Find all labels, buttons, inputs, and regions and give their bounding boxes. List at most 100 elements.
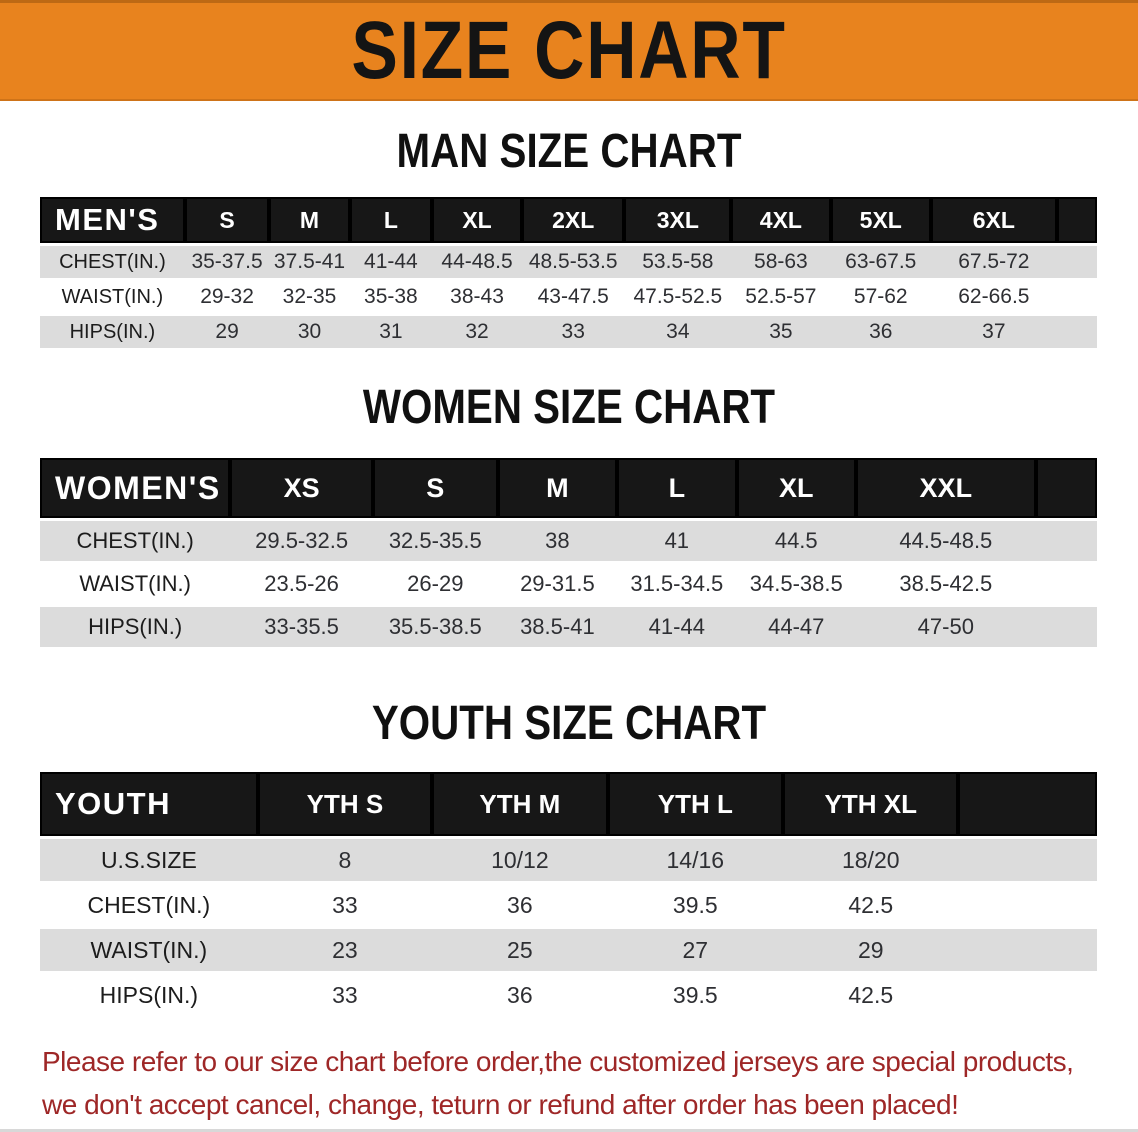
- measure-row-label: HIPS(IN.): [40, 313, 185, 348]
- measure-value-cell: 8: [257, 836, 433, 881]
- size-column-header: S: [372, 458, 498, 518]
- measure-row: HIPS(IN.) 33-35.5 35.5-38.5 38.5-41 41-44 44-…: [40, 604, 1097, 647]
- measure-value-cell: 23: [257, 926, 433, 971]
- measure-value-cell: 29.5-32.5: [230, 518, 373, 561]
- measure-value-cell: 62-66.5: [930, 278, 1057, 313]
- row-trailer: [1035, 604, 1097, 647]
- header-row: YOUTH YTH S YTH M YTH L YTH XL: [40, 772, 1097, 836]
- row-trailer: [1056, 313, 1097, 348]
- measure-value-cell: 37: [930, 313, 1057, 348]
- measure-value-cell: 42.5: [783, 881, 959, 926]
- measure-value-cell: 32: [432, 313, 522, 348]
- header-row: MEN'S S M L XL 2XL 3XL 4XL 5XL 6XL: [40, 197, 1097, 243]
- header-row: WOMEN'S XS S M L XL XXL: [40, 458, 1097, 518]
- size-column-header: L: [617, 458, 737, 518]
- row-trailer: [958, 836, 1097, 881]
- banner: SIZE CHART: [0, 0, 1138, 101]
- measure-value-cell: 38-43: [432, 278, 522, 313]
- measure-row-label: WAIST(IN.): [40, 561, 231, 604]
- womens-size-table: WOMEN'S XS S M L XL XXL CHEST(IN.) 29.5-32.5 32.5…: [40, 458, 1097, 647]
- youth-size-table: YOUTH YTH S YTH M YTH L YTH XL U.S.SIZE 8 10/12…: [40, 772, 1097, 1016]
- measure-value-cell: 26-29: [372, 561, 498, 604]
- row-trailer: [958, 881, 1097, 926]
- measure-value-cell: 52.5-57: [731, 278, 831, 313]
- measure-value-cell: 31.5-34.5: [617, 561, 737, 604]
- measure-value-cell: 42.5: [783, 971, 959, 1016]
- measure-row: WAIST(IN.) 29-32 32-35 35-38 38-43 43-47.5 47.…: [40, 278, 1097, 313]
- section-title: WOMEN SIZE CHART: [362, 381, 776, 434]
- disclaimer-text: Please refer to our size chart before or…: [42, 1040, 1138, 1126]
- measure-row: WAIST(IN.) 23.5-26 26-29 29-31.5 31.5-34.5 34…: [40, 561, 1097, 604]
- measure-value-cell: 31: [349, 313, 433, 348]
- size-column-header: 2XL: [521, 197, 625, 243]
- size-column-header: XS: [230, 458, 373, 518]
- measure-value-cell: 41: [617, 518, 737, 561]
- row-trailer: [1056, 243, 1097, 278]
- measure-row: U.S.SIZE 8 10/12 14/16 18/20: [40, 836, 1097, 881]
- size-column-header: XXL: [855, 458, 1036, 518]
- measure-value-cell: 38: [497, 518, 618, 561]
- measure-value-cell: 25: [432, 926, 608, 971]
- measure-value-cell: 33: [257, 971, 433, 1016]
- measure-value-cell: 53.5-58: [624, 243, 732, 278]
- header-trailer: [1056, 197, 1097, 243]
- table-group-label: WOMEN'S: [40, 458, 231, 518]
- row-trailer: [958, 971, 1097, 1016]
- measure-value-cell: 36: [830, 313, 931, 348]
- disclaimer-line-2: we don't accept cancel, change, teturn o…: [42, 1089, 959, 1120]
- measure-value-cell: 41-44: [349, 243, 433, 278]
- section-title: MAN SIZE CHART: [396, 125, 742, 178]
- size-column-header: YTH M: [432, 772, 608, 836]
- mens-size-table: MEN'S S M L XL 2XL 3XL 4XL 5XL 6XL CHEST(IN.) 35-37…: [40, 197, 1097, 348]
- youth-section: YOUTH SIZE CHART YOUTH YTH S YTH M YTH L YTH …: [0, 700, 1138, 1016]
- measure-value-cell: 38.5-42.5: [855, 561, 1036, 604]
- size-column-header: S: [184, 197, 270, 243]
- measure-row: CHEST(IN.) 29.5-32.5 32.5-35.5 38 41 44.5 44.5…: [40, 518, 1097, 561]
- row-trailer: [1035, 518, 1097, 561]
- measure-value-cell: 29-32: [184, 278, 270, 313]
- measure-value-cell: 32.5-35.5: [372, 518, 498, 561]
- measure-value-cell: 18/20: [783, 836, 959, 881]
- measure-value-cell: 34.5-38.5: [736, 561, 856, 604]
- measure-value-cell: 33: [257, 881, 433, 926]
- measure-value-cell: 34: [624, 313, 732, 348]
- size-column-header: YTH S: [257, 772, 433, 836]
- size-column-header: YTH XL: [783, 772, 959, 836]
- measure-value-cell: 35-38: [349, 278, 433, 313]
- size-column-header: YTH L: [607, 772, 784, 836]
- bottom-divider: [0, 1129, 1138, 1132]
- table-group-label: MEN'S: [40, 197, 185, 243]
- measure-value-cell: 29: [184, 313, 270, 348]
- measure-value-cell: 38.5-41: [497, 604, 618, 647]
- measure-value-cell: 23.5-26: [230, 561, 373, 604]
- measure-value-cell: 32-35: [269, 278, 350, 313]
- measure-value-cell: 36: [432, 971, 608, 1016]
- mens-section: MAN SIZE CHART MEN'S S M L XL 2XL 3XL 4XL 5XL 6XL C…: [0, 128, 1138, 348]
- measure-value-cell: 44-47: [736, 604, 856, 647]
- measure-row-label: CHEST(IN.): [40, 881, 258, 926]
- measure-value-cell: 39.5: [607, 881, 784, 926]
- header-trailer: [958, 772, 1097, 836]
- row-trailer: [958, 926, 1097, 971]
- size-column-header: 5XL: [830, 197, 931, 243]
- measure-value-cell: 47.5-52.5: [624, 278, 732, 313]
- measure-row: CHEST(IN.) 35-37.5 37.5-41 41-44 44-48.5 48.5…: [40, 243, 1097, 278]
- header-trailer: [1035, 458, 1097, 518]
- measure-row: CHEST(IN.) 33 36 39.5 42.5: [40, 881, 1097, 926]
- measure-row: HIPS(IN.) 29 30 31 32 33 34 35 36 37: [40, 313, 1097, 348]
- measure-value-cell: 48.5-53.5: [521, 243, 625, 278]
- measure-value-cell: 37.5-41: [269, 243, 350, 278]
- measure-row: HIPS(IN.) 33 36 39.5 42.5: [40, 971, 1097, 1016]
- charts-area: MAN SIZE CHART MEN'S S M L XL 2XL 3XL 4XL 5XL 6XL C…: [0, 128, 1138, 1016]
- size-column-header: 4XL: [731, 197, 831, 243]
- banner-title: SIZE CHART: [351, 4, 787, 96]
- size-column-header: M: [269, 197, 350, 243]
- measure-value-cell: 47-50: [855, 604, 1036, 647]
- row-trailer: [1056, 278, 1097, 313]
- size-column-header: M: [497, 458, 618, 518]
- measure-value-cell: 10/12: [432, 836, 608, 881]
- measure-value-cell: 14/16: [607, 836, 784, 881]
- measure-value-cell: 43-47.5: [521, 278, 625, 313]
- measure-row-label: WAIST(IN.): [40, 278, 185, 313]
- measure-row-label: WAIST(IN.): [40, 926, 258, 971]
